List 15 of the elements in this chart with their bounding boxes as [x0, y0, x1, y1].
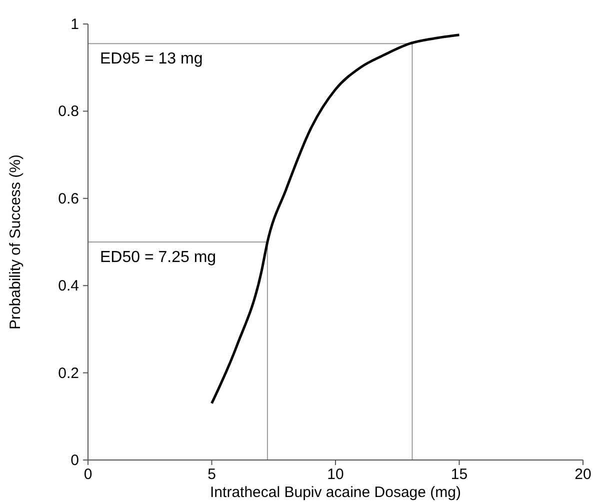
- y-tick-label: 0.6: [58, 190, 79, 208]
- y-axis-title: Probability of Success (%): [7, 154, 24, 330]
- ref-line-label: ED50 = 7.25 mg: [100, 249, 216, 266]
- y-tick-label: 0.2: [58, 364, 79, 382]
- y-tick-label: 1: [70, 16, 79, 33]
- ref-line-label: ED95 = 13 mg: [100, 50, 203, 68]
- x-tick-label: 0: [84, 466, 92, 483]
- y-tick-label: 0.4: [58, 278, 79, 295]
- x-tick-label: 15: [450, 466, 468, 483]
- x-tick-label: 20: [574, 466, 592, 483]
- x-axis-title: Intrathecal Bupiv acaine Dosage (mg): [210, 484, 461, 501]
- x-tick-label: 10: [327, 466, 344, 483]
- y-tick-label: 0: [70, 452, 79, 469]
- x-tick-label: 5: [208, 466, 216, 483]
- y-tick-label: 0.8: [58, 103, 79, 120]
